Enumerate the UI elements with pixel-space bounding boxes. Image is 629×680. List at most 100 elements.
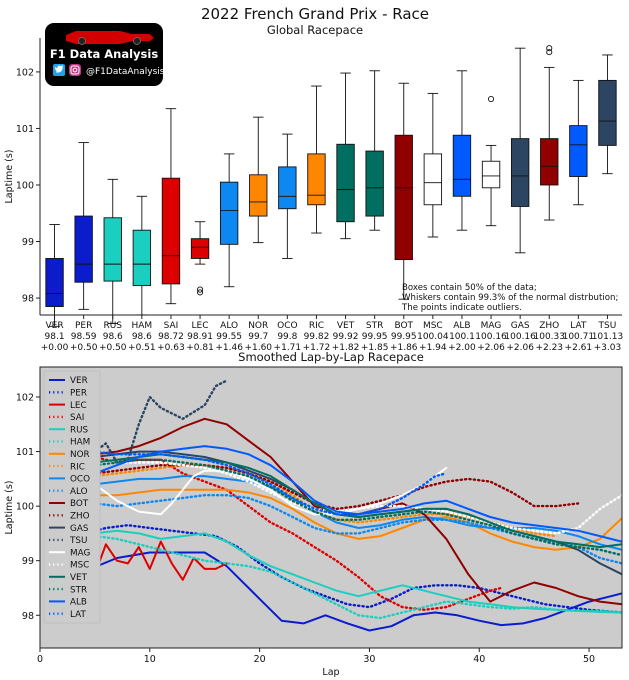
- legend-label-alo: ALO: [70, 487, 88, 497]
- figure-title: 2022 French Grand Prix - Race: [201, 5, 429, 23]
- legend-label-lec: LEC: [70, 401, 87, 411]
- legend-label-mag: MAG: [70, 548, 90, 558]
- box-x-label-gap: +1.85: [361, 343, 389, 353]
- box-x-label-code: TSU: [598, 321, 617, 331]
- box-x-label-median: 99.92: [333, 332, 359, 342]
- instagram-frame-icon: [70, 65, 80, 75]
- series-line-alb: [50, 445, 622, 543]
- box-x-label-median: 100.04: [417, 332, 449, 342]
- box-y-tick-label: 101: [16, 124, 34, 135]
- box-iqr: [481, 160, 501, 189]
- box-x-label-gap: +0.51: [128, 343, 156, 353]
- box-x-label-code: BOT: [394, 321, 413, 331]
- box-iqr: [569, 125, 588, 177]
- legend-label-ham: HAM: [70, 438, 90, 448]
- box-iqr: [510, 138, 530, 207]
- box-x-label-gap: +1.46: [215, 343, 243, 353]
- box-x-label-median: 98.72: [158, 332, 184, 342]
- box-x-label-median: 99.8: [277, 332, 297, 342]
- box-iqr: [103, 217, 122, 282]
- line-y-tick-label: 99: [22, 556, 34, 567]
- box-x-label-gap: +0.50: [70, 343, 98, 353]
- box-x-label-median: 98.6: [103, 332, 123, 342]
- box-x-label-gap: +1.60: [244, 343, 272, 353]
- legend-label-lat: LAT: [70, 610, 86, 620]
- box-y-axis-label: Laptime (s): [4, 150, 15, 204]
- box-iqr: [336, 143, 355, 223]
- instagram-icon[interactable]: [69, 64, 81, 76]
- line-x-tick-label: 0: [37, 654, 43, 665]
- box-iqr: [132, 229, 152, 287]
- line-x-tick-label: 30: [363, 654, 375, 665]
- brand-badge: F1 Data Analysis @F1DataAnalysis: [45, 23, 165, 86]
- line-series-group: [49, 379, 622, 632]
- box-iqr: [307, 153, 326, 206]
- series-line-oco: [50, 475, 622, 551]
- box-x-label-median: 99.55: [216, 332, 242, 342]
- line-y-tick-label: 102: [16, 393, 34, 404]
- box-x-label-median: 100.71: [563, 332, 595, 342]
- box-iqr: [452, 134, 472, 197]
- box-x-label-code: HAM: [131, 321, 152, 331]
- legend-label-ver: VER: [70, 376, 88, 386]
- box-x-label-code: LAT: [570, 321, 587, 331]
- box-x-label-gap: +2.00: [448, 343, 476, 353]
- legend-label-sai: SAI: [70, 413, 84, 423]
- series-line-per: [49, 524, 622, 614]
- box-note-line: Whiskers contain 99.3% of the normal dis…: [402, 293, 618, 303]
- legend-label-tsu: TSU: [69, 536, 87, 546]
- legend-label-msc: MSC: [70, 561, 89, 571]
- box-x-label-gap: +1.82: [332, 343, 360, 353]
- line-x-tick-label: 50: [583, 654, 595, 665]
- legend-label-per: PER: [70, 389, 87, 399]
- box-x-label-gap: +3.03: [594, 343, 622, 353]
- box-iqr: [190, 238, 210, 259]
- box-x-label-gap: +0.00: [41, 343, 69, 353]
- box-x-label-gap: +0.63: [157, 343, 185, 353]
- box-y-tick-label: 102: [16, 67, 34, 78]
- box-x-label-code: ALO: [220, 321, 238, 331]
- box-x-label-gap: +1.94: [419, 343, 447, 353]
- box-x-label-median: 99.82: [304, 332, 330, 342]
- line-y-tick-label: 101: [16, 447, 34, 458]
- box-iqr: [394, 134, 413, 261]
- box-iqr: [161, 177, 181, 285]
- box-x-label-median: 98.6: [132, 332, 152, 342]
- figure-subtitle: Global Racepace: [267, 23, 363, 37]
- series-line-ver: [50, 551, 622, 632]
- brand-handle: @F1DataAnalysis: [86, 67, 165, 77]
- box-y-tick-label: 98: [22, 294, 34, 305]
- line-plot-area: [40, 367, 622, 648]
- box-iqr: [74, 215, 93, 283]
- box-x-label-median: 101.13: [592, 332, 624, 342]
- box-x-label-code: OCO: [277, 321, 297, 331]
- box-x-label-code: STR: [366, 321, 383, 331]
- line-x-tick-label: 40: [473, 654, 485, 665]
- box-x-label-code: MSC: [423, 321, 443, 331]
- line-legend: VER PER LEC SAI RUS HAM NOR RIC OCO ALO BOT ZHO GAS T…: [43, 370, 101, 624]
- legend-label-nor: NOR: [70, 450, 90, 460]
- box-iqr: [219, 181, 239, 245]
- box-outlier: [196, 289, 204, 296]
- legend-label-gas: GAS: [70, 524, 89, 534]
- box-iqr: [249, 174, 268, 217]
- instagram-lens-icon: [72, 67, 78, 73]
- legend-label-rus: RUS: [70, 425, 89, 435]
- box-iqr: [423, 153, 443, 206]
- box-x-label-gap: +2.06: [506, 343, 534, 353]
- legend-label-vet: VET: [70, 573, 88, 583]
- box-iqr: [598, 79, 617, 146]
